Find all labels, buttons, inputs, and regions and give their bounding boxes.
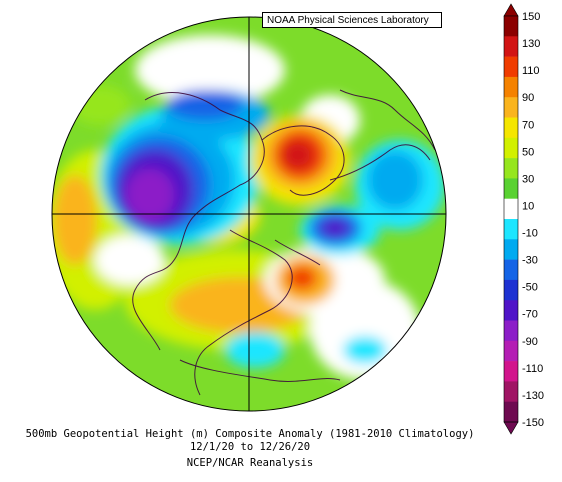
colorbar-swatch	[504, 117, 518, 139]
map-boundary	[51, 16, 447, 412]
map-title: 500mb Geopotential Height (m) Composite …	[25, 428, 475, 440]
colorbar-swatch	[504, 219, 518, 240]
colorbar-tick-label: -30	[522, 255, 538, 267]
colorbar-tick-label: 70	[522, 119, 534, 131]
colorbar-max-arrow	[503, 3, 519, 17]
colorbar-swatch	[504, 300, 518, 321]
colorbar-tick-label: -130	[522, 390, 544, 402]
colorbar-tick-label: 10	[522, 200, 534, 212]
colorbar-swatch	[504, 320, 518, 342]
colorbar-swatch	[504, 239, 518, 260]
colorbar-min-arrow	[503, 421, 519, 435]
colorbar-swatch	[504, 137, 518, 159]
colorbar-tick-label: -150	[522, 417, 544, 429]
colorbar-swatch	[504, 279, 518, 301]
colorbar-swatch	[504, 158, 518, 179]
colorbar-frame	[503, 15, 519, 423]
colorbar-swatch	[504, 16, 518, 37]
colorbar-tick-label: 50	[522, 146, 534, 158]
colorbar-tick-label: 30	[522, 173, 534, 185]
colorbar-swatch	[504, 97, 518, 118]
colorbar-swatch	[504, 381, 518, 402]
colorbar-swatches	[503, 3, 519, 435]
colorbar-swatch	[504, 178, 518, 199]
colorbar-swatch	[504, 361, 518, 382]
colorbar-swatch	[504, 56, 518, 78]
colorbar: 150 130 110 90 70 50 30 10 -10 -30 -50 -70 -90 -110 -1…	[503, 3, 544, 435]
colorbar-swatch	[504, 401, 518, 423]
colorbar-tick-label: -110	[522, 363, 543, 375]
colorbar-tick-label: 150	[522, 11, 540, 23]
anomaly-map	[51, 16, 447, 412]
colorbar-swatch	[504, 76, 518, 98]
coastlines	[132, 89, 436, 396]
colorbar-swatch	[504, 198, 518, 220]
date-range: 12/1/20 to 12/26/20	[189, 441, 311, 453]
colorbar-swatch	[504, 259, 518, 281]
anomaly-field	[52, 17, 446, 411]
colorbar-tick-label: 90	[522, 92, 534, 104]
colorbar-tick-label: 130	[522, 38, 540, 50]
colorbar-swatch	[504, 36, 518, 57]
colorbar-swatch	[504, 340, 518, 362]
map-gridlines	[52, 17, 446, 411]
colorbar-tick-label: -10	[522, 228, 538, 240]
colorbar-tick-label: -70	[522, 309, 538, 321]
colorbar-tick-label: 110	[522, 65, 540, 77]
colorbar-tick-label: -90	[522, 336, 538, 348]
colorbar-labels: 150 130 110 90 70 50 30 10 -10 -30 -50 -70 -90 -110 -1…	[522, 11, 544, 429]
data-source: NCEP/NCAR Reanalysis	[186, 457, 314, 469]
colorbar-tick-label: -50	[522, 282, 538, 294]
credit-label: NOAA Physical Sciences Laboratory	[262, 12, 442, 28]
